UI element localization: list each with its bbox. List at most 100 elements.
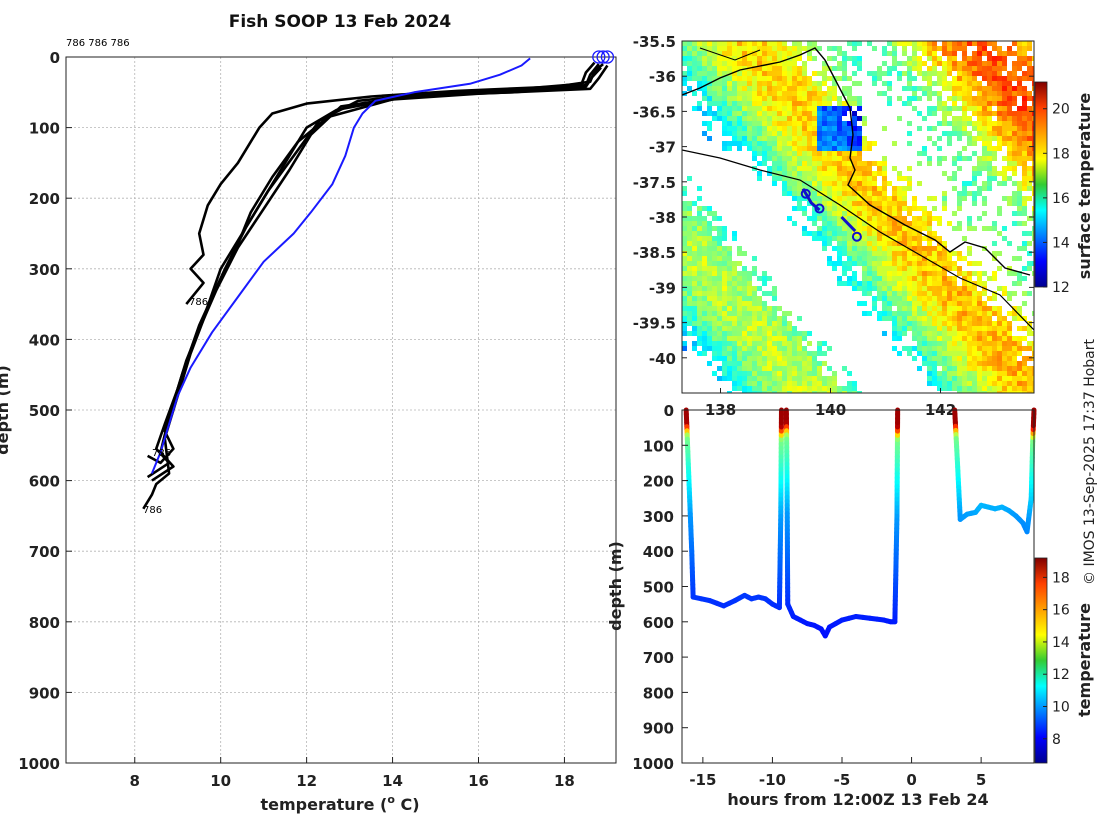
sst-cell <box>717 81 722 86</box>
sst-cell <box>737 356 742 361</box>
sst-cell <box>737 61 742 66</box>
sst-cell <box>752 126 757 131</box>
sst-cell <box>712 271 717 276</box>
sst-cell <box>952 351 957 356</box>
sst-cell <box>897 76 902 81</box>
sst-cell <box>962 106 967 111</box>
sst-cell <box>887 316 892 321</box>
profile-ticks: 8 10 12 14 16 1801002003004005006007008009001… <box>18 49 575 790</box>
sst-cell <box>732 311 737 316</box>
sst-cell <box>957 61 962 66</box>
sst-cell <box>917 251 922 256</box>
sst-cell <box>787 321 792 326</box>
sst-cell <box>987 381 992 386</box>
sst-cell <box>897 236 902 241</box>
sst-cell <box>887 196 892 201</box>
sst-cell <box>1022 201 1027 206</box>
sst-cell <box>707 231 712 236</box>
sst-cell <box>777 381 782 386</box>
sst-cell <box>692 276 697 281</box>
sst-cell <box>752 381 757 386</box>
sst-cell <box>787 111 792 116</box>
sst-cell <box>967 216 972 221</box>
sst-cell <box>1012 51 1017 56</box>
sst-cell <box>927 91 932 96</box>
sst-cell <box>777 371 782 376</box>
sst-cell <box>1022 291 1027 296</box>
sst-cell <box>807 161 812 166</box>
sst-cell <box>782 386 787 391</box>
sst-cell <box>1002 166 1007 171</box>
sst-cell <box>687 51 692 56</box>
sst-cell <box>982 201 987 206</box>
sst-cell <box>987 336 992 341</box>
sst-cell <box>977 171 982 176</box>
sst-cell <box>857 161 862 166</box>
sst-cell <box>1007 111 1012 116</box>
sst-cell <box>812 171 817 176</box>
sst-cell <box>927 156 932 161</box>
sst-cell <box>772 86 777 91</box>
sst-cell <box>1002 356 1007 361</box>
sst-cell <box>737 296 742 301</box>
sst-cell <box>727 251 732 256</box>
sst-cell <box>1027 106 1032 111</box>
sst-cell <box>822 106 827 111</box>
sst-cell <box>1002 141 1007 146</box>
sst-cell <box>992 381 997 386</box>
sst-cell <box>922 206 927 211</box>
sst-cell <box>972 356 977 361</box>
sst-cell <box>1022 156 1027 161</box>
sst-cell <box>857 141 862 146</box>
sst-cell <box>692 291 697 296</box>
sst-cell <box>977 116 982 121</box>
sst-cell <box>802 211 807 216</box>
sst-cell <box>1002 66 1007 71</box>
sst-cell <box>837 101 842 106</box>
sst-cell <box>877 271 882 276</box>
sst-cell <box>1002 116 1007 121</box>
sst-cell <box>722 96 727 101</box>
sst-cell <box>912 76 917 81</box>
sst-cell <box>962 101 967 106</box>
sst-cell <box>887 86 892 91</box>
sst-cell <box>822 231 827 236</box>
sst-cell <box>852 41 857 46</box>
sst-cell <box>737 271 742 276</box>
sst-cell <box>932 276 937 281</box>
sst-cell <box>792 341 797 346</box>
sst-cell <box>682 81 687 86</box>
sst-cell <box>852 271 857 276</box>
sst-cell <box>1007 136 1012 141</box>
sst-cell <box>972 191 977 196</box>
sst-cell <box>1017 276 1022 281</box>
sst-cell <box>682 61 687 66</box>
sst-cell <box>972 296 977 301</box>
sst-cell <box>932 71 937 76</box>
sst-cell <box>842 271 847 276</box>
sst-cell <box>967 391 972 393</box>
sst-cell <box>837 236 842 241</box>
sst-cell <box>1017 111 1022 116</box>
sst-cell <box>777 111 782 116</box>
sst-cell <box>832 151 837 156</box>
sst-cell <box>992 81 997 86</box>
sst-cell <box>772 366 777 371</box>
sst-cell <box>992 86 997 91</box>
sst-cell <box>812 181 817 186</box>
sst-cell <box>857 101 862 106</box>
sst-cell <box>882 261 887 266</box>
sst-cell <box>927 196 932 201</box>
sst-cell <box>842 161 847 166</box>
sst-cell <box>877 261 882 266</box>
sst-cell <box>992 296 997 301</box>
sst-cell <box>747 71 752 76</box>
sst-cell <box>982 156 987 161</box>
sst-cell <box>767 91 772 96</box>
sst-cell <box>902 201 907 206</box>
sst-cell <box>772 111 777 116</box>
sst-cell <box>1032 341 1034 346</box>
sst-cell <box>1022 316 1027 321</box>
sst-cell <box>942 351 947 356</box>
sst-cell <box>1012 171 1017 176</box>
